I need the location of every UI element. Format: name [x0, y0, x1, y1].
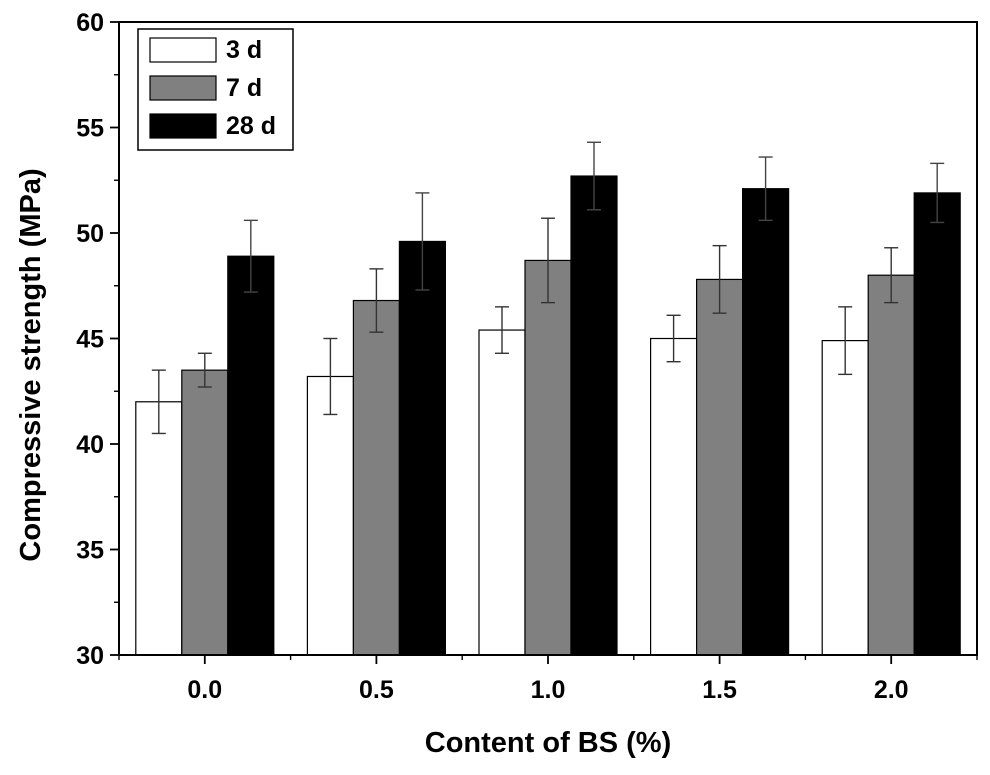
bar-3d-0.5 [306, 375, 354, 656]
bar-3d-1.5 [649, 337, 698, 656]
labels-layer: 30 35 40 45 50 55 60 0.0 0.5 1.0 1.5 2.0 [76, 9, 908, 704]
error-bar-28d-2.0 [930, 162, 945, 224]
legend-swatch-7d [149, 75, 217, 101]
x-tick-label: 0.0 [187, 676, 222, 704]
legend-swatch-28d [149, 113, 217, 139]
error-bar-28d-1.5 [758, 156, 773, 222]
error-bar-3d-1.5 [666, 314, 681, 363]
bar-7d-2.0 [867, 274, 915, 656]
ticks-layer [110, 21, 978, 664]
bar-3d-1.0 [478, 329, 526, 656]
bar-28d-0.0 [227, 255, 275, 656]
error-bar-7d-0.0 [197, 352, 212, 388]
error-bar-28d-0.0 [243, 219, 258, 293]
bar-7d-0.0 [181, 369, 229, 656]
x-tick-label: 2.0 [874, 676, 909, 704]
error-bars-layer [151, 141, 945, 435]
bar-28d-2.0 [913, 192, 961, 656]
error-bar-3d-0.5 [323, 337, 338, 416]
x-tick-label: 0.5 [359, 676, 394, 704]
x-tick-label: 1.0 [531, 676, 566, 704]
legend-label-7d: 7 d [226, 74, 262, 102]
error-bar-3d-2.0 [838, 306, 853, 376]
bar-3d-2.0 [821, 340, 869, 656]
bar-28d-1.5 [741, 188, 790, 656]
error-bar-7d-0.5 [369, 268, 384, 333]
y-tick-label: 50 [76, 220, 104, 248]
y-tick-label: 40 [76, 431, 104, 459]
x-tick-label: 1.5 [702, 676, 737, 704]
error-bar-7d-1.0 [541, 217, 555, 304]
bar-3d-0.0 [135, 401, 183, 656]
legend-swatch-3d [149, 37, 217, 63]
bar-28d-0.5 [398, 240, 446, 656]
y-tick-label: 30 [76, 642, 104, 670]
bar-7d-1.0 [524, 259, 572, 656]
bar-7d-1.5 [695, 278, 744, 656]
y-tick-label: 45 [76, 326, 104, 354]
bar-28d-1.0 [570, 175, 618, 656]
y-axis-title: Compressive strength (MPa) [15, 168, 47, 561]
error-bar-28d-0.5 [415, 192, 430, 291]
error-bar-3d-1.0 [495, 306, 509, 354]
bar-7d-0.5 [352, 299, 400, 656]
error-bar-7d-1.5 [712, 244, 727, 314]
error-bar-3d-0.0 [151, 369, 166, 435]
legend: 3 d 7 d 28 d [137, 28, 294, 151]
error-bar-7d-2.0 [884, 247, 899, 304]
y-tick-label: 55 [76, 115, 104, 143]
error-bar-28d-1.0 [587, 141, 601, 211]
x-axis-title: Content of BS (%) [425, 727, 671, 759]
bars-layer [135, 175, 961, 656]
legend-label-3d: 3 d [226, 36, 262, 64]
y-tick-label: 60 [76, 9, 104, 37]
legend-label-28d: 28 d [226, 112, 276, 140]
y-tick-label: 35 [76, 537, 104, 565]
